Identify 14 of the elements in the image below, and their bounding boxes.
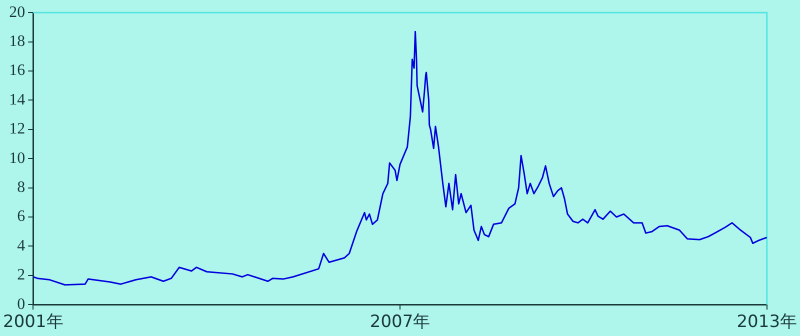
y-tick-label: 18 <box>9 33 26 50</box>
y-tick-label: 8 <box>17 179 26 196</box>
x-tick-label: 2007年 <box>370 312 430 332</box>
y-tick-label: 0 <box>17 296 26 313</box>
y-tick-label: 16 <box>9 62 26 80</box>
y-tick-label: 4 <box>17 237 26 254</box>
x-tick-label: 2001年 <box>3 312 64 332</box>
y-tick-label: 12 <box>9 120 26 138</box>
y-tick-label: 14 <box>9 91 26 108</box>
y-tick-label: 20 <box>9 4 26 21</box>
y-tick-label: 2 <box>17 266 26 284</box>
x-tick-label: 2013年 <box>736 312 797 332</box>
y-tick-label: 10 <box>9 150 26 167</box>
y-tick-label: 6 <box>17 208 26 226</box>
